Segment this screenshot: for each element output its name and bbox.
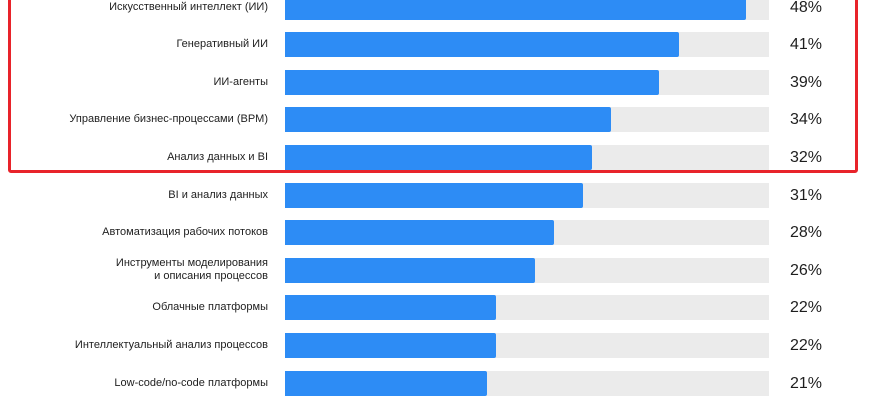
value-label: 26% bbox=[790, 262, 823, 279]
bar bbox=[285, 258, 535, 283]
value-label: 39% bbox=[790, 74, 823, 91]
value-label: 21% bbox=[790, 375, 823, 392]
category-label: Low-code/no-code платформы bbox=[114, 377, 268, 389]
bar bbox=[285, 70, 659, 95]
category-label: Генеративный ИИ bbox=[176, 38, 268, 50]
bar bbox=[285, 183, 583, 208]
value-label: 34% bbox=[790, 111, 823, 128]
category-label: Искусственный интеллект (ИИ) bbox=[109, 1, 268, 13]
category-label: Автоматизация рабочих потоков bbox=[102, 226, 268, 238]
category-label: Инструменты моделирования и описания про… bbox=[115, 257, 268, 282]
value-label: 22% bbox=[790, 337, 823, 354]
value-label: 22% bbox=[790, 299, 823, 316]
bar bbox=[285, 333, 496, 358]
value-label: 32% bbox=[790, 149, 823, 166]
value-label: 48% bbox=[790, 0, 823, 16]
category-label: BI и анализ данных bbox=[168, 189, 268, 201]
bar bbox=[285, 371, 487, 396]
value-label: 28% bbox=[790, 224, 823, 241]
bar bbox=[285, 107, 611, 132]
bar bbox=[285, 145, 592, 170]
bar bbox=[285, 295, 496, 320]
highlight-box bbox=[8, 0, 858, 173]
category-label: Интеллектуальный анализ процессов bbox=[74, 339, 268, 351]
category-label: Облачные платформы bbox=[152, 301, 268, 313]
category-label: Анализ данных и BI bbox=[167, 151, 268, 163]
value-label: 31% bbox=[790, 187, 823, 204]
bar bbox=[285, 220, 554, 245]
value-label: 41% bbox=[790, 36, 823, 53]
category-label: Управление бизнес-процессами (BPM) bbox=[69, 113, 268, 125]
category-label: ИИ-агенты bbox=[213, 76, 268, 88]
bar bbox=[285, 32, 679, 57]
bar bbox=[285, 0, 746, 20]
